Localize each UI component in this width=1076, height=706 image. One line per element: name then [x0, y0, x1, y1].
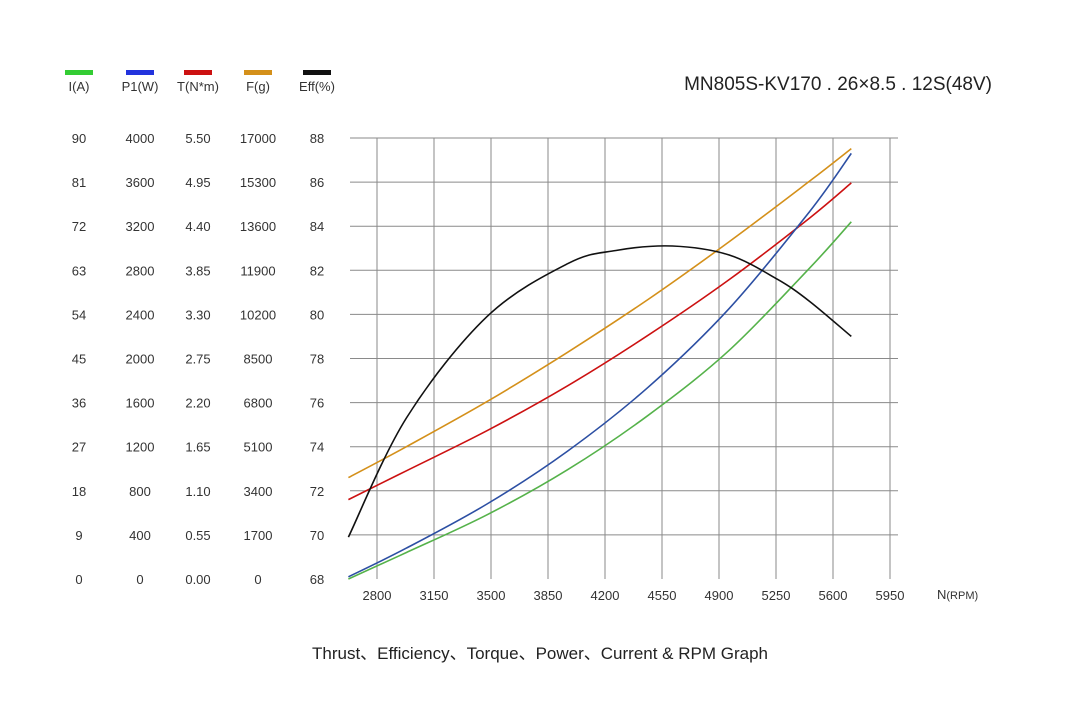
y-tick-label-f: 13600 [240, 219, 276, 234]
legend-swatch-i [65, 70, 93, 75]
x-tick-label: 3850 [534, 588, 563, 603]
y-tick-label-i: 0 [75, 572, 82, 587]
legend-label-f: F(g) [246, 79, 270, 94]
y-tick-label-eff: 70 [310, 528, 324, 543]
y-tick-label-p1: 1200 [126, 440, 155, 455]
y-tick-label-t: 0.00 [185, 572, 210, 587]
y-tick-label-t: 4.95 [185, 175, 210, 190]
x-tick-label: 4900 [705, 588, 734, 603]
x-axis-label-unit: (RPM) [946, 590, 978, 602]
y-tick-label-p1: 800 [129, 484, 151, 499]
y-tick-label-f: 6800 [244, 396, 273, 411]
x-tick-label: 5600 [819, 588, 848, 603]
y-tick-label-p1: 2000 [126, 352, 155, 367]
x-tick-label: 2800 [363, 588, 392, 603]
y-tick-label-f: 1700 [244, 528, 273, 543]
y-tick-label-t: 2.20 [185, 396, 210, 411]
y-tick-label-f: 10200 [240, 307, 276, 322]
y-tick-label-eff: 72 [310, 484, 324, 499]
y-tick-label-p1: 400 [129, 528, 151, 543]
y-tick-label-t: 0.55 [185, 528, 210, 543]
x-tick-label: 5250 [762, 588, 791, 603]
chart-title: MN805S-KV170 . 26×8.5 . 12S(48V) [684, 74, 992, 95]
y-tick-label-t: 3.30 [185, 307, 210, 322]
y-tick-label-p1: 0 [136, 572, 143, 587]
x-axis-label: N(RPM) [937, 587, 978, 602]
y-tick-label-p1: 3600 [126, 175, 155, 190]
legend-swatch-eff [303, 70, 331, 75]
x-tick-label: 4200 [591, 588, 620, 603]
legend-label-eff: Eff(%) [299, 79, 335, 94]
x-tick-label: 4550 [648, 588, 677, 603]
y-tick-label-t: 4.40 [185, 219, 210, 234]
y-tick-label-p1: 4000 [126, 131, 155, 146]
series-line-i [348, 221, 852, 580]
legend: I(A) P1(W) T(N*m) F(g) Eff(%) [65, 70, 335, 94]
y-tick-label-f: 8500 [244, 352, 273, 367]
y-tick-label-p1: 1600 [126, 396, 155, 411]
series-line-p1 [348, 152, 852, 578]
y-tick-label-f: 5100 [244, 440, 273, 455]
x-axis-label-name: N [937, 587, 946, 602]
legend-label-p1: P1(W) [122, 79, 159, 94]
y-tick-label-eff: 74 [310, 440, 324, 455]
legend-swatch-t [184, 70, 212, 75]
y-tick-label-i: 36 [72, 396, 86, 411]
y-tick-label-eff: 86 [310, 175, 324, 190]
y-tick-label-eff: 80 [310, 307, 324, 322]
x-tick-label: 5950 [876, 588, 905, 603]
y-tick-label-i: 9 [75, 528, 82, 543]
y-tick-label-eff: 88 [310, 131, 324, 146]
y-tick-label-t: 3.85 [185, 263, 210, 278]
legend-swatch-p1 [126, 70, 154, 75]
y-tick-label-p1: 2400 [126, 307, 155, 322]
legend-swatch-f [244, 70, 272, 75]
y-tick-label-eff: 78 [310, 352, 324, 367]
y-tick-label-f: 11900 [240, 263, 275, 278]
y-tick-label-i: 54 [72, 307, 86, 322]
x-tick-label: 3500 [477, 588, 506, 603]
y-tick-label-i: 45 [72, 352, 86, 367]
y-axes: 0918273645546372819004008001200160020002… [72, 131, 324, 587]
y-tick-label-f: 3400 [244, 484, 273, 499]
legend-label-i: I(A) [69, 79, 90, 94]
y-tick-label-f: 0 [254, 572, 261, 587]
series-line-f [348, 147, 852, 479]
plot-grid [350, 137, 898, 579]
y-tick-label-i: 18 [72, 484, 86, 499]
y-tick-label-f: 15300 [240, 175, 276, 190]
series-line-t [348, 182, 852, 501]
x-tick-label: 3150 [420, 588, 449, 603]
y-tick-label-eff: 84 [310, 219, 324, 234]
y-tick-label-p1: 3200 [126, 219, 155, 234]
y-tick-label-eff: 76 [310, 396, 324, 411]
series-layer [347, 147, 852, 580]
y-tick-label-i: 81 [72, 175, 86, 190]
y-tick-label-i: 27 [72, 440, 86, 455]
series-line-eff [347, 245, 852, 538]
y-tick-label-f: 17000 [240, 131, 276, 146]
y-tick-label-t: 1.65 [185, 440, 210, 455]
chart-caption: Thrust、Efficiency、Torque、Power、Current &… [312, 644, 768, 663]
y-tick-label-eff: 82 [310, 263, 324, 278]
x-axis: 2800 3150 3500 3850 4200 4550 4900 5250 5600 5950 [363, 588, 905, 603]
y-tick-label-i: 72 [72, 219, 86, 234]
y-tick-label-i: 90 [72, 131, 86, 146]
y-tick-label-eff: 68 [310, 572, 324, 587]
y-tick-label-p1: 2800 [126, 263, 155, 278]
y-tick-label-t: 5.50 [185, 131, 210, 146]
y-tick-label-t: 2.75 [185, 352, 210, 367]
y-tick-label-t: 1.10 [185, 484, 210, 499]
y-tick-label-i: 63 [72, 263, 86, 278]
legend-label-t: T(N*m) [177, 79, 219, 94]
